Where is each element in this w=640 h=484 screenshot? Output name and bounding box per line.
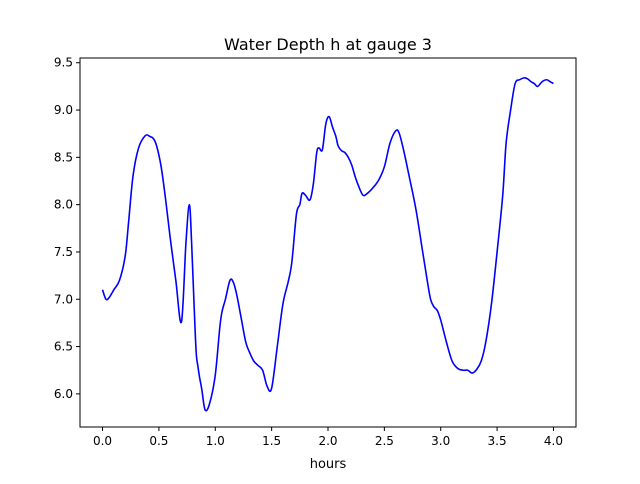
- y-tick-label: 7.0: [54, 292, 73, 306]
- y-axis: 6.0 6.5 7.0 7.5 8.0 8.5 9.0 9.5: [54, 56, 80, 401]
- x-tick-label: 1.0: [206, 434, 225, 448]
- y-tick-label: 6.5: [54, 340, 73, 354]
- y-tick-label: 9.0: [54, 103, 73, 117]
- x-axis: 0.0 0.5 1.0 1.5 2.0 2.5 3.0 3.5 4.0: [93, 427, 563, 448]
- x-tick-label: 2.5: [375, 434, 394, 448]
- x-tick-label: 1.5: [262, 434, 281, 448]
- y-tick-label: 9.5: [54, 56, 73, 70]
- x-tick-label: 0.5: [149, 434, 168, 448]
- x-axis-label: hours: [310, 457, 347, 472]
- x-tick-label: 4.0: [544, 434, 563, 448]
- plot-frame: [79, 57, 577, 428]
- y-tick-label: 8.5: [54, 150, 73, 164]
- chart-title: Water Depth h at gauge 3: [224, 35, 432, 54]
- y-tick-label: 8.0: [54, 198, 73, 212]
- series-layer: [101, 77, 554, 412]
- x-tick-label: 3.5: [488, 434, 507, 448]
- series-line: [101, 77, 554, 412]
- x-tick-label: 3.0: [431, 434, 450, 448]
- x-tick-label: 2.0: [318, 434, 337, 448]
- x-tick-label: 0.0: [93, 434, 112, 448]
- y-tick-label: 7.5: [54, 245, 73, 259]
- y-tick-label: 6.0: [54, 387, 73, 401]
